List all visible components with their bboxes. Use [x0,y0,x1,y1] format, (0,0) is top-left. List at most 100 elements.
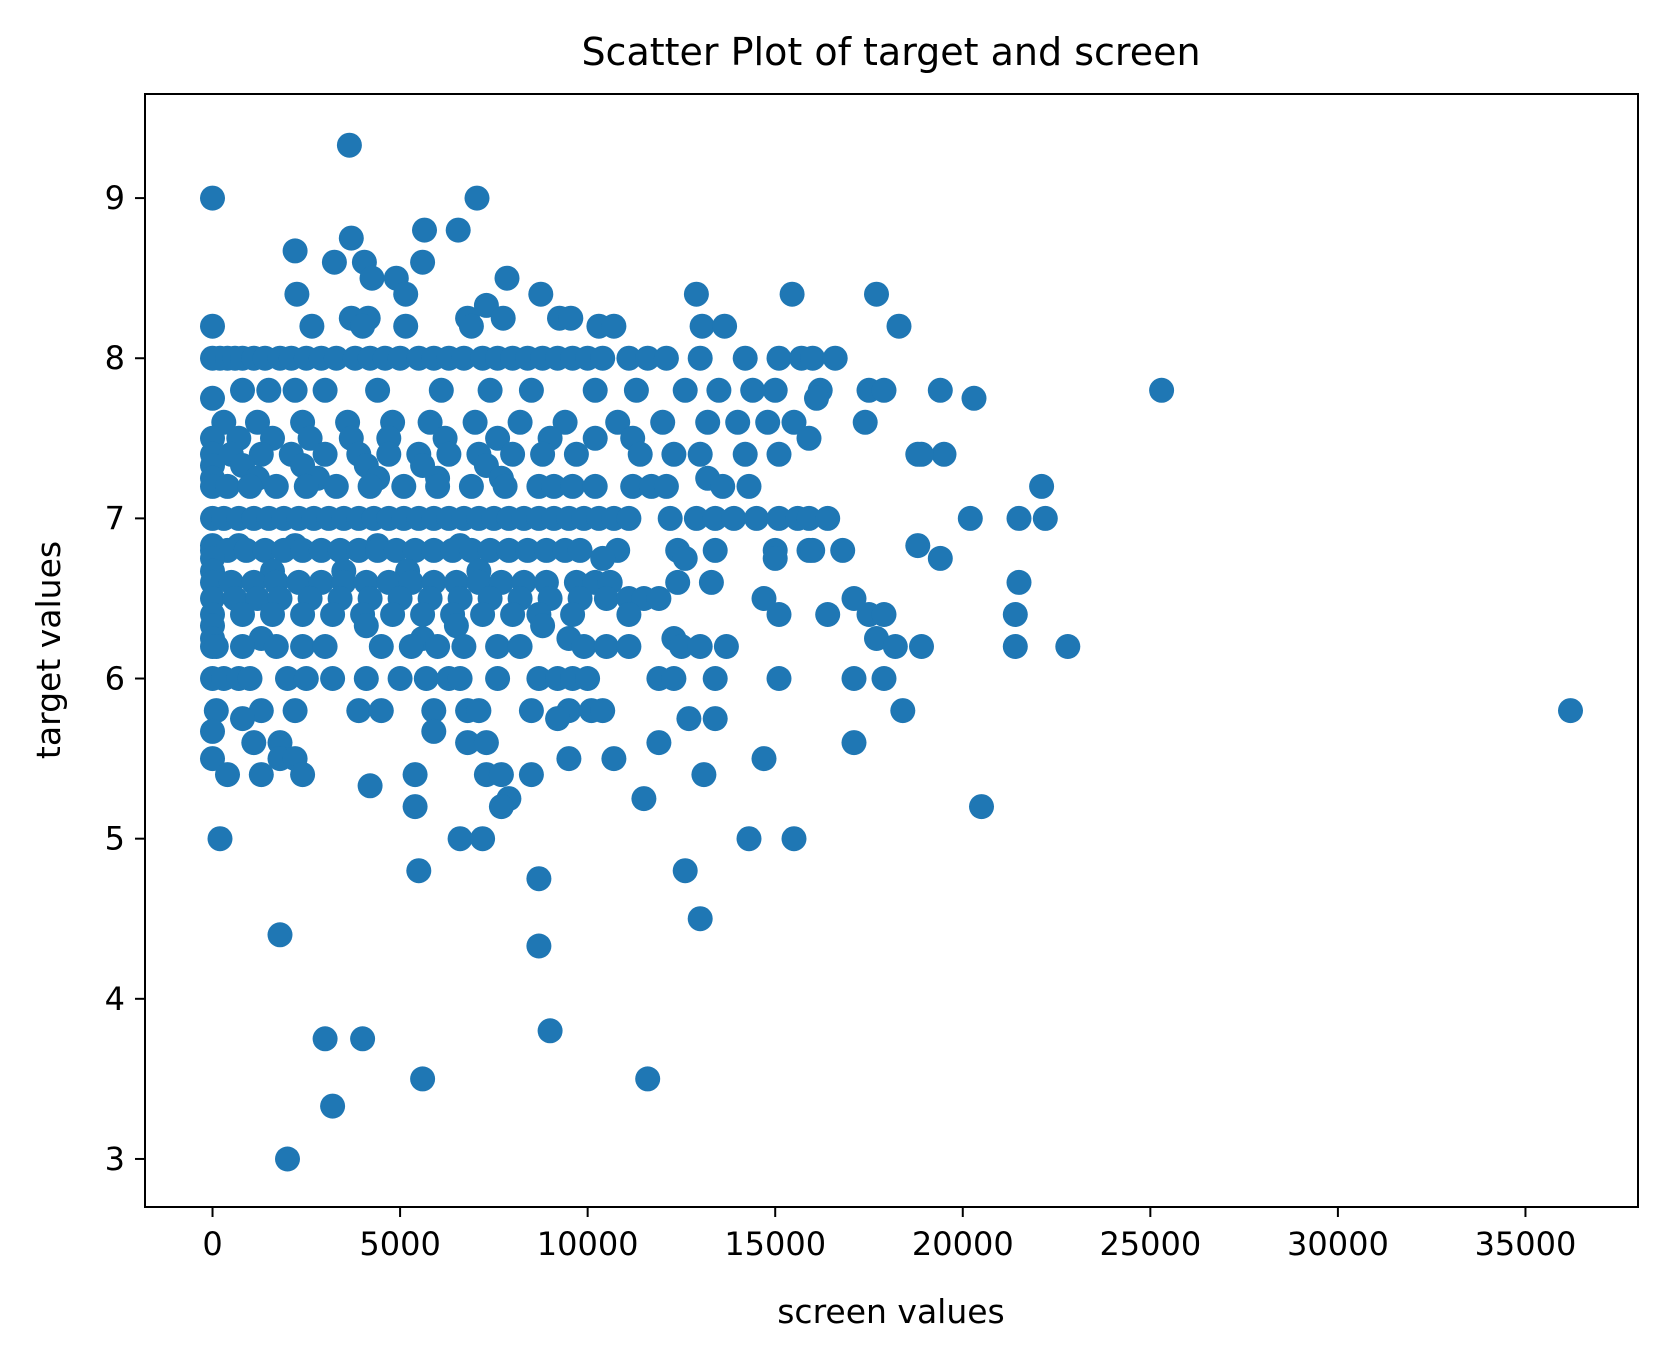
data-point [387,666,413,691]
data-point [766,505,792,531]
data-point [312,377,338,403]
data-point [428,377,454,403]
y-tick-label: 8 [105,339,125,377]
data-point [492,473,518,499]
data-point [293,473,319,499]
data-point [413,666,439,691]
data-point [698,569,724,595]
data-point [646,730,672,756]
data-point [558,305,584,331]
data-point [507,409,533,435]
data-point [299,313,325,339]
data-point [616,634,642,659]
data-point [200,313,225,339]
data-point [256,377,282,403]
y-axis-ticks: 3 4 5 6 7 8 9 [105,179,145,1178]
data-point [781,826,807,852]
data-point [804,385,829,411]
data-point [800,537,826,563]
data-point [593,586,619,611]
data-point [528,281,554,307]
y-tick-label: 4 [105,980,125,1018]
y-tick-label: 7 [105,499,125,537]
y-tick-label: 3 [105,1140,125,1178]
data-point [376,441,402,467]
data-point [582,377,608,403]
data-point [312,1026,338,1052]
data-point [687,345,713,371]
data-point [796,425,822,451]
data-point [200,718,225,744]
data-point [687,634,713,659]
data-point [650,409,676,435]
data-point [672,377,698,403]
data-point [458,313,484,339]
data-point [346,537,372,563]
data-point [563,441,589,467]
data-point [744,505,769,531]
data-point [275,1146,300,1172]
data-point [387,345,413,371]
data-point [320,602,346,627]
data-point [683,281,709,307]
data-point [653,345,679,371]
data-point [290,602,316,627]
data-point [417,409,443,435]
data-point [605,409,631,435]
data-point [327,537,353,563]
data-point [203,634,229,659]
data-point [691,762,717,788]
data-point [458,537,484,563]
data-point [646,586,672,611]
data-point [736,826,762,852]
data-point [713,634,739,659]
data-point [526,933,552,959]
data-point [702,537,728,563]
data-point [661,441,687,467]
data-point [207,826,233,852]
data-point [353,666,379,691]
data-point [526,666,552,691]
data-point [871,602,897,627]
x-tick-label: 35000 [1475,1225,1577,1263]
data-point [740,377,766,403]
data-point [620,473,646,499]
data-point [436,441,462,467]
data-point [485,634,511,659]
data-point [1006,505,1032,531]
data-point [864,281,889,307]
data-point [485,666,511,691]
data-point [560,602,586,627]
data-point [402,537,428,563]
data-point [732,441,758,467]
data-point [702,505,728,531]
data-point [398,634,424,659]
data-point [494,265,520,291]
data-point [702,666,728,691]
data-point [1055,634,1081,659]
data-point [815,505,841,531]
data-point [488,794,514,820]
data-point [248,762,274,788]
data-point [736,473,762,499]
data-point [616,505,642,531]
data-point [732,345,758,371]
data-point [477,537,503,563]
data-point [323,473,349,499]
y-axis-label: target values [29,541,68,759]
data-point [852,409,878,435]
data-point [350,313,376,339]
data-point [410,249,436,275]
data-point [410,602,436,627]
data-point [1149,377,1175,403]
data-point [582,425,608,451]
data-point [661,666,687,691]
data-point [864,626,889,651]
data-point [552,409,578,435]
data-point [320,666,346,691]
data-point [905,533,931,559]
data-point [336,132,362,158]
data-point [451,634,477,659]
data-point [571,634,597,659]
data-point [627,441,653,467]
